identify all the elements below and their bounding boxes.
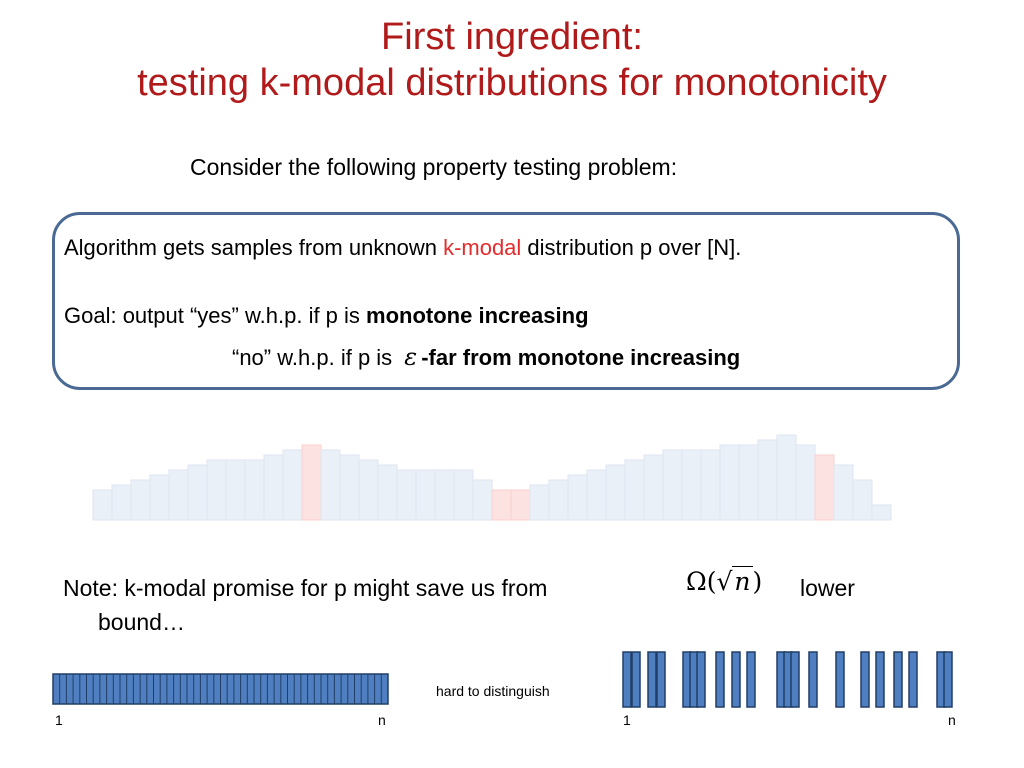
sparse-bar [908,651,918,708]
left-axis-start: 1 [55,712,63,728]
note-line-2: bound… [98,609,185,635]
k-modal-highlight: k-modal [443,235,522,260]
sparse-bar [746,651,756,708]
left-axis-end: n [378,712,386,728]
sparse-bar [835,651,845,708]
omega-sqrt-n: Ω(√n) [686,566,763,596]
no-bold: -far from monotone increasing [421,345,741,370]
histogram-bar [852,479,873,521]
omega-close: ) [752,567,763,596]
intro-text: Consider the following property testing … [190,154,678,180]
uniform-distribution [52,673,389,705]
sparse-bar [808,651,818,708]
right-axis-start: 1 [623,712,631,728]
goal-pre: Goal: output “yes” w.h.p. if p is [64,303,367,328]
hard-to-distinguish-label: hard to distinguish [436,683,550,699]
problem-line-1-post: distribution p over [N]. [521,235,742,260]
sparse-distribution [622,651,953,708]
sparse-bar [622,651,632,708]
note-line-1: Note: k-modal promise for p might save u… [63,575,548,601]
sparse-bar [860,651,870,708]
sparse-bar [631,651,641,708]
title-line-2: testing k-modal distributions for monoto… [137,62,887,104]
problem-line-1-pre: Algorithm gets samples from unknown [64,235,444,260]
no-pre: “no” w.h.p. if p is [232,345,399,370]
histogram-bars [92,434,892,521]
problem-line-1: Algorithm gets samples from unknown k-mo… [64,235,741,261]
sqrt-symbol: √ [716,567,733,596]
sparse-bar [790,651,800,708]
problem-box: Algorithm gets samples from unknown k-mo… [52,212,960,390]
sparse-bar [731,651,741,708]
sparse-bar [875,651,885,708]
right-axis-end: n [948,712,956,728]
sparse-bar [696,651,706,708]
sparse-bar [715,651,725,708]
title-line-1: First ingredient: [381,16,643,58]
sparse-bar [656,651,666,708]
sparse-bar [647,651,657,708]
epsilon-symbol: ε [404,343,418,371]
goal-bold: monotone increasing [366,303,589,328]
no-line: “no” w.h.p. if p is ε -far from monotone … [232,343,740,371]
radicand: n [732,566,753,596]
omega-open: Ω( [686,567,717,596]
sparse-bar [893,651,903,708]
goal-line: Goal: output “yes” w.h.p. if p is monoto… [64,303,589,329]
sparse-bar [943,651,953,708]
note-line-1-post: lower [800,575,855,601]
slide-title: First ingredient: testing k-modal distri… [0,14,1024,106]
histogram-bar [871,504,892,521]
